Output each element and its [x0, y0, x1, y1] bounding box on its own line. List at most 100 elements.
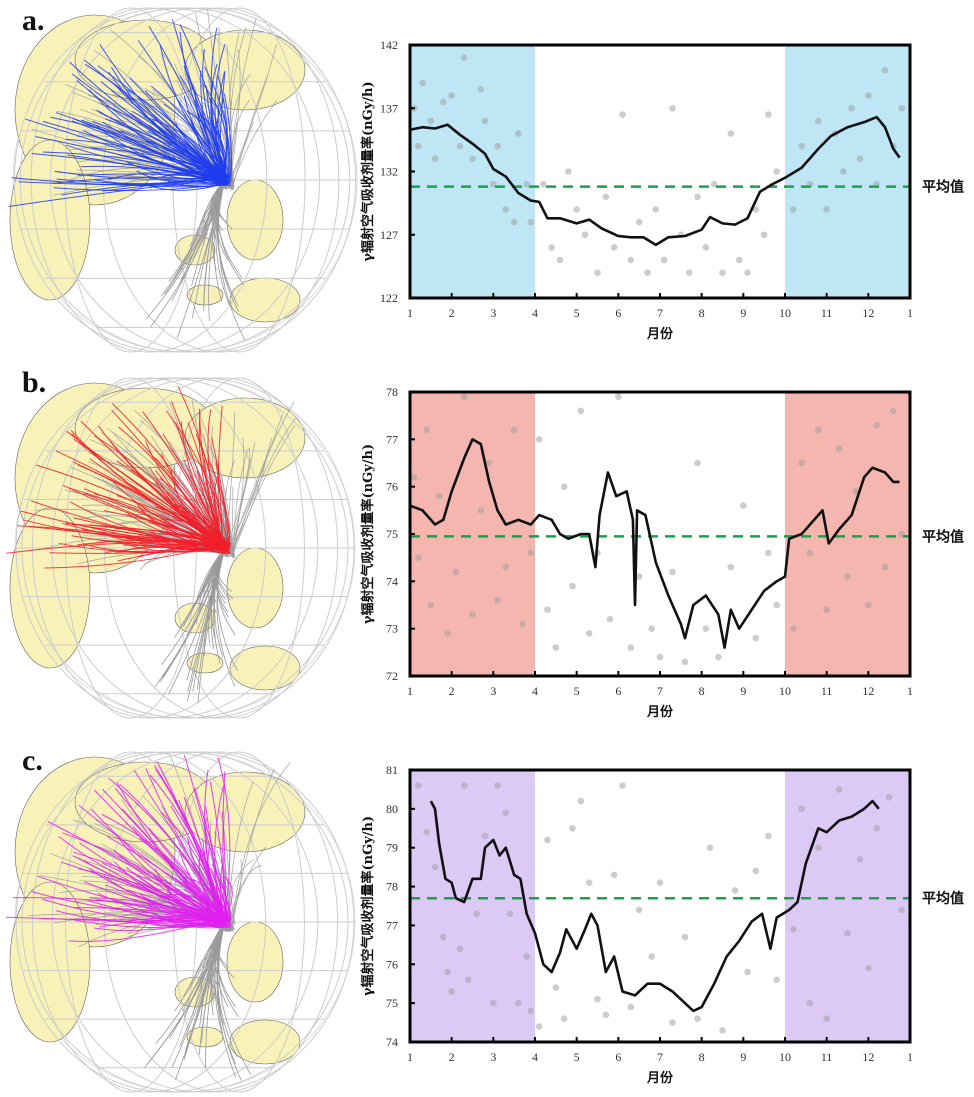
x-tick-label: 6 [615, 1050, 621, 1064]
trajectory-line [73, 919, 222, 929]
trajectory-line [50, 116, 221, 182]
trajectory-line [195, 434, 224, 543]
x-tick-label: 8 [699, 684, 705, 698]
x-tick-label: 2 [449, 306, 455, 320]
x-tick-label: 6 [615, 306, 621, 320]
data-point [752, 634, 760, 642]
x-tick-label: 1 [407, 684, 413, 698]
data-point [702, 244, 710, 251]
smoothed-line [409, 115, 901, 247]
data-point [431, 155, 439, 163]
data-point [535, 1023, 543, 1030]
other-trajectory [231, 768, 275, 930]
smoothed-line [429, 799, 880, 1013]
data-point [444, 630, 451, 637]
data-point [419, 79, 426, 87]
trajectory-line [55, 112, 221, 186]
panel-label-a: a. [22, 4, 45, 37]
trajectory-line [11, 177, 222, 187]
trajectory-line [105, 177, 222, 186]
other-trajectory [168, 179, 226, 283]
data-point [844, 929, 851, 937]
x-tick-label: 11 [821, 684, 833, 698]
data-point [790, 206, 797, 213]
x-tick-label: 11 [821, 1050, 833, 1064]
other-trajectory [217, 547, 238, 672]
x-tick-label: 1 [907, 306, 913, 320]
data-point [898, 104, 905, 112]
data-point [765, 111, 772, 118]
trajectory-line [76, 79, 228, 178]
trajectory-line [151, 912, 226, 929]
data-point [585, 879, 593, 886]
trajectory-line [209, 781, 228, 925]
other-trajectory [224, 74, 251, 190]
data-point [448, 92, 455, 99]
trajectory-line [223, 93, 233, 183]
x-tick-label: 4 [532, 306, 538, 320]
data-point [535, 436, 543, 443]
x-axis-label: 月份 [646, 1070, 674, 1086]
other-trajectory [233, 448, 249, 558]
globe-b [6, 377, 356, 719]
data-point [731, 887, 739, 894]
data-point [494, 782, 501, 789]
data-point [423, 828, 430, 836]
globe-a [8, 7, 358, 353]
data-point [619, 782, 626, 789]
smoothed-line [409, 438, 900, 649]
data-point [669, 104, 676, 112]
data-point [694, 459, 701, 467]
panel-label-c: c. [22, 744, 43, 777]
other-trajectory [208, 179, 226, 321]
data-point [556, 256, 564, 264]
trajectory-line [159, 477, 230, 548]
data-point [610, 244, 618, 251]
trajectory-line [115, 547, 221, 553]
data-point [548, 244, 555, 251]
data-point [602, 193, 610, 201]
trajectory-line [148, 124, 229, 178]
data-point [806, 999, 814, 1007]
other-trajectory [159, 547, 226, 683]
trajectory-line [196, 882, 229, 917]
data-point [460, 393, 468, 401]
trajectory-line [202, 83, 230, 178]
y-axis-label: γ辐射空气吸收剂量率(nGy/h) [360, 444, 376, 624]
other-trajectory [211, 425, 230, 554]
data-point [552, 644, 560, 651]
data-point [427, 117, 435, 125]
data-point [481, 832, 489, 840]
y-tick-label: 132 [380, 165, 398, 179]
x-tick-label: 2 [449, 1050, 455, 1064]
x-tick-label: 10 [779, 684, 791, 698]
data-point [410, 473, 418, 481]
trajectory-line [113, 849, 223, 920]
trajectory-line [207, 458, 230, 544]
data-point [502, 563, 510, 571]
other-trajectory [210, 921, 226, 1016]
x-axis-label: 月份 [646, 704, 674, 720]
trajectory-line [221, 500, 231, 553]
data-point [510, 218, 518, 226]
data-point [627, 644, 635, 651]
data-point [481, 117, 489, 125]
x-tick-label: 1 [907, 684, 913, 698]
x-tick-label: 5 [574, 1050, 580, 1064]
trajectory-line [44, 541, 227, 569]
trajectory-line [47, 821, 229, 922]
data-point [740, 502, 747, 509]
data-point [719, 1027, 726, 1034]
data-point [635, 218, 643, 226]
data-point [527, 1007, 535, 1015]
data-point [452, 568, 460, 576]
panel-label-b: b. [22, 366, 47, 399]
data-point [523, 953, 530, 960]
trajectory-line [160, 532, 221, 544]
x-tick-label: 6 [615, 684, 621, 698]
data-point [610, 871, 618, 879]
y-tick-label: 76 [386, 957, 398, 971]
data-point [619, 111, 626, 118]
data-point [485, 459, 493, 467]
